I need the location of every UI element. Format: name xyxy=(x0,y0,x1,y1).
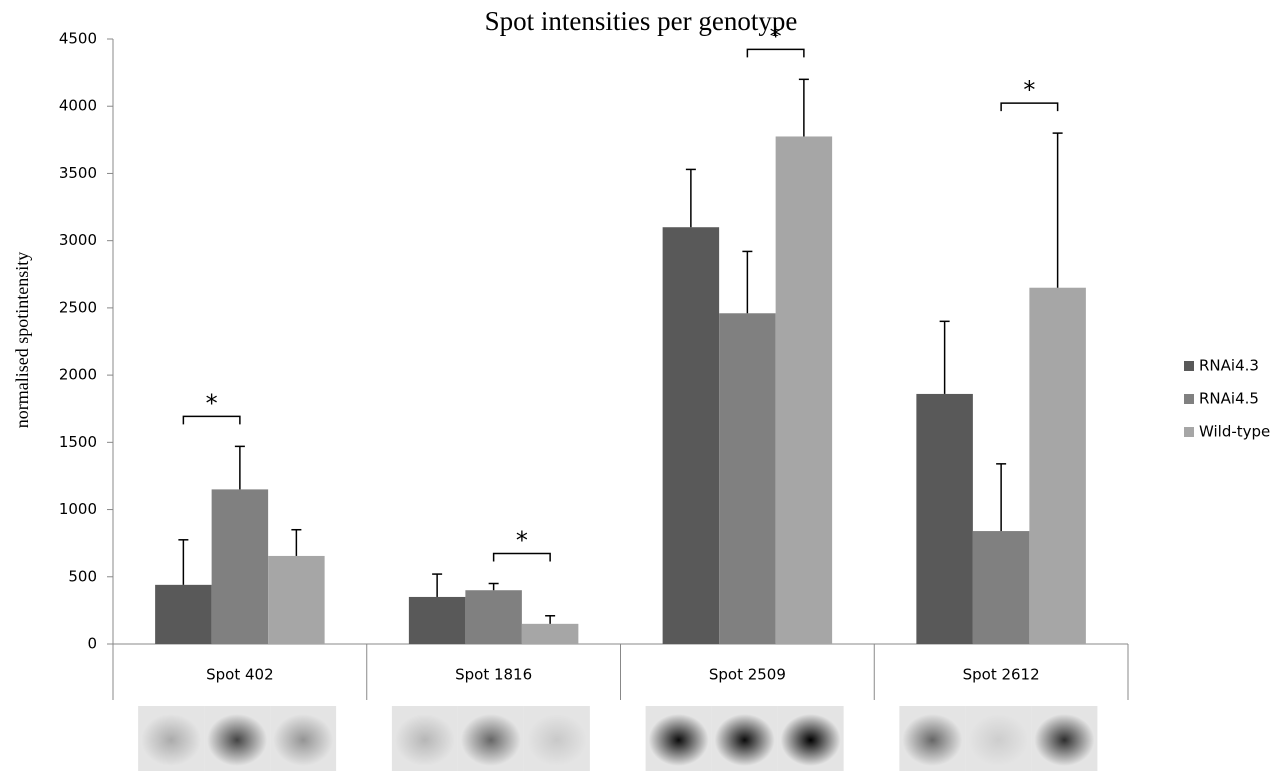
spot-blob xyxy=(715,714,775,766)
spot-blob xyxy=(395,714,455,766)
spot-blob xyxy=(141,714,201,766)
bar xyxy=(465,590,522,644)
x-tick-label: Spot 2612 xyxy=(963,666,1040,684)
y-tick-label: 1500 xyxy=(59,433,97,451)
bar xyxy=(973,531,1030,644)
bar xyxy=(522,624,579,644)
spot-blob xyxy=(968,714,1028,766)
legend-label: Wild-type xyxy=(1199,423,1270,441)
spot-blob xyxy=(273,714,333,766)
significance-label: * xyxy=(206,389,218,417)
legend-swatch xyxy=(1184,394,1194,404)
bar xyxy=(719,313,776,644)
chart: Spot intensities per genotype normalised… xyxy=(0,0,1283,771)
y-tick-label: 1000 xyxy=(59,500,97,518)
y-tick-label: 4000 xyxy=(59,97,97,115)
y-tick-label: 3000 xyxy=(59,231,97,249)
legend-label: RNAi4.5 xyxy=(1199,390,1259,408)
legend-swatch xyxy=(1184,361,1194,371)
chart-title: Spot intensities per genotype xyxy=(485,6,798,36)
spot-blob xyxy=(1034,714,1094,766)
spot-blob xyxy=(649,714,709,766)
significance-bracket xyxy=(747,49,804,57)
spot-blob xyxy=(461,714,521,766)
significance-bracket xyxy=(183,416,240,424)
x-tick-label: Spot 402 xyxy=(206,666,274,684)
y-tick-label: 4500 xyxy=(59,30,97,48)
y-tick-label: 0 xyxy=(87,635,97,653)
y-tick-label: 2000 xyxy=(59,366,97,384)
bar xyxy=(663,227,720,644)
significance-label: * xyxy=(516,527,528,555)
significance-bracket xyxy=(494,554,551,562)
legend-label: RNAi4.3 xyxy=(1199,357,1259,375)
x-tick-label: Spot 1816 xyxy=(455,666,532,684)
bar xyxy=(776,136,833,644)
bar xyxy=(268,556,325,644)
significance-label: * xyxy=(770,22,782,50)
spot-blob xyxy=(902,714,962,766)
legend-swatch xyxy=(1184,427,1194,437)
spot-blob xyxy=(781,714,841,766)
y-tick-label: 2500 xyxy=(59,298,97,316)
spot-blob xyxy=(207,714,267,766)
spot-blob xyxy=(527,714,587,766)
y-tick-label: 500 xyxy=(68,567,97,585)
bar xyxy=(155,585,212,644)
bar xyxy=(212,489,269,644)
y-tick-label: 3500 xyxy=(59,164,97,182)
significance-bracket xyxy=(1001,103,1058,111)
y-axis-label: normalised spotintensity xyxy=(12,252,32,428)
bar xyxy=(409,597,466,644)
significance-label: * xyxy=(1023,76,1035,104)
x-tick-label: Spot 2509 xyxy=(709,666,786,684)
bar xyxy=(916,394,973,644)
bar xyxy=(1029,288,1086,644)
